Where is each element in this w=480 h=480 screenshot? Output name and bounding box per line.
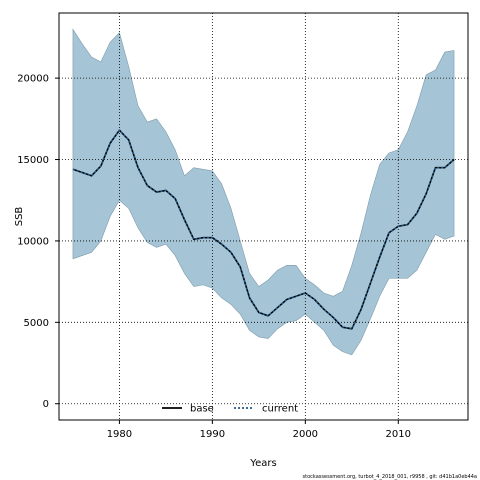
footer-caption: stockassessment.org, turbot_4_2018_001, …: [303, 474, 477, 480]
confidence-band-layer: [72, 28, 455, 356]
y-tick-label-15000: 15000: [17, 155, 49, 166]
y-tick-label-20000: 20000: [17, 74, 49, 85]
y-tick-label-10000: 10000: [17, 236, 49, 247]
confidence-band: [72, 28, 455, 356]
x-tick-label-1990: 1990: [200, 429, 225, 440]
axis-layer: 1980 1990 2000 2010 0 5000 10000 15000 20000: [17, 74, 411, 440]
y-axis-title: SSB: [14, 207, 25, 227]
y-tick-label-5000: 5000: [24, 318, 49, 329]
plot-frame: [58, 12, 469, 421]
series-line-layer: [72, 129, 455, 330]
grid-layer: [59, 13, 468, 420]
legend-label-current: current: [262, 404, 298, 415]
x-tick-label-1980: 1980: [107, 429, 132, 440]
x-tick-label-2010: 2010: [386, 429, 411, 440]
x-tick-label-2000: 2000: [293, 429, 318, 440]
series-line-current: [72, 129, 455, 330]
legend: base current: [162, 404, 298, 415]
y-tick-label-0: 0: [43, 399, 49, 410]
x-axis-title: Years: [249, 458, 276, 469]
legend-label-base: base: [190, 404, 214, 415]
